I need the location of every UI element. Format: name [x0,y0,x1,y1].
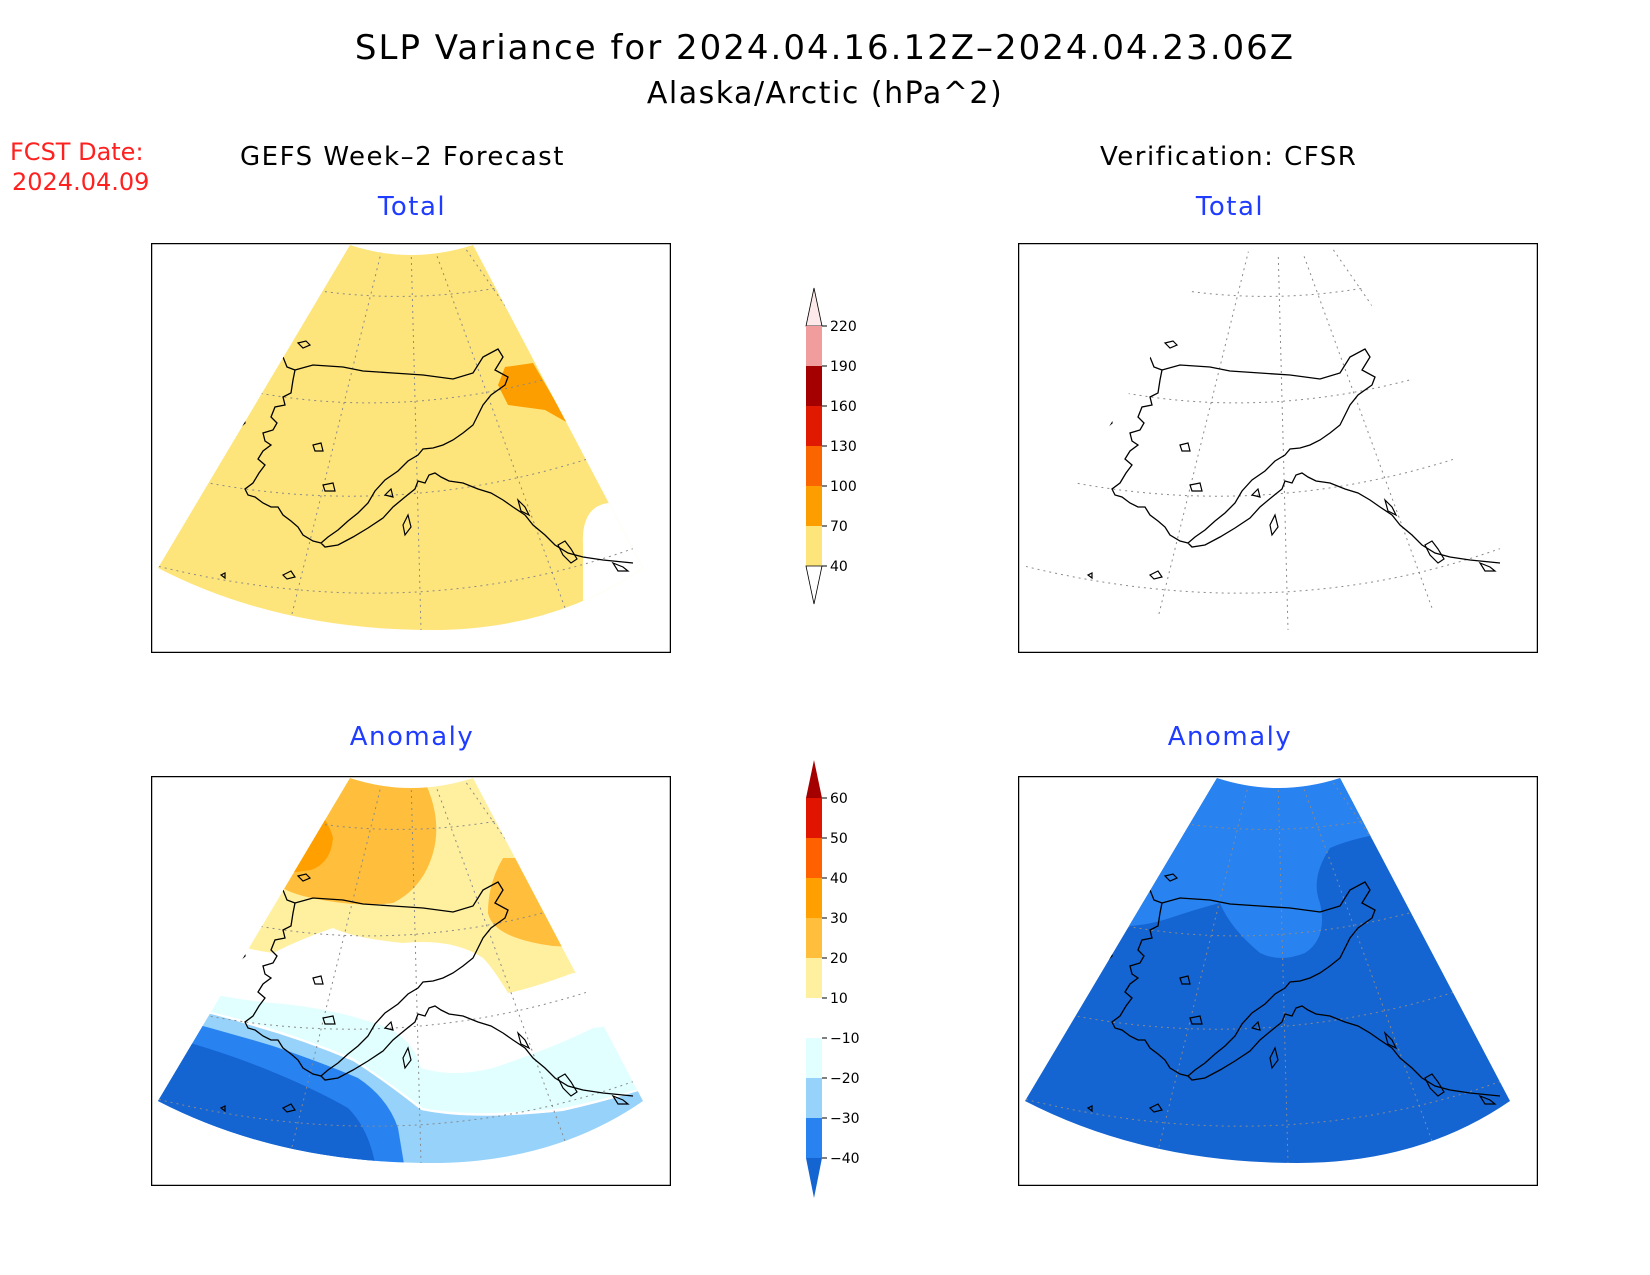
colorbar-segment [806,838,822,878]
colorbar-tick-label: −30 [830,1111,860,1127]
colorbar-tick-label: 60 [830,791,848,807]
colorbar-segment [806,798,822,838]
anomaly-colorbar: −40 −30 −20 −10 10 20 30 40 50 60 [806,760,860,1198]
colorbar-segment [806,486,822,526]
verification-column-title: Verification: CFSR [1100,142,1358,172]
neg-10 [158,978,643,1113]
colorbar-under-triangle [805,565,823,605]
colorbar-segment [806,366,822,406]
verification-total-map [1018,243,1538,653]
colorbar-segment [806,446,822,486]
colorbar-tick-label: −20 [830,1071,860,1087]
colorbar-segment [806,1118,822,1158]
colorbar-segment [806,1038,822,1078]
forecast-anomaly-title: Anomaly [349,722,475,752]
colorbar-over-triangle [806,760,822,798]
colorbar-tick-label: 220 [830,319,857,335]
colorbar-segment [806,958,822,998]
colorbar-tick-label: 20 [830,951,848,967]
colorbar-tick-label: 160 [830,399,857,415]
hotspot-region [498,363,568,423]
colorbar-tick-label: −10 [830,1031,860,1047]
colorbar-tick-label: 190 [830,359,857,375]
forecast-date-label: FCST Date: [10,138,144,166]
colorbar-tick-label: 50 [830,831,848,847]
colorbar-under-triangle [806,1158,822,1198]
verification-anomaly-title: Anomaly [1167,722,1293,752]
colorbar-tick-label: 30 [830,911,848,927]
verification-total-title: Total [1195,192,1265,222]
colorbar-segment [806,406,822,446]
colorbar-over-triangle [805,287,823,327]
verification-anomaly-map [1018,776,1538,1186]
colorbar-tick-label: 130 [830,439,857,455]
colorbar-segment [806,918,822,958]
colorbar-segment [806,878,822,918]
forecast-anomaly-map [151,776,671,1186]
chart-title: SLP Variance for 2024.04.16.12Z–2024.04.… [354,28,1296,68]
total-colorbar: 40 70 100 130 160 190 220 [805,287,857,605]
colorbar-segment [806,526,822,566]
colorbar-segment [806,326,822,366]
forecast-total-title: Total [377,192,447,222]
colorbar-tick-label: 100 [830,479,857,495]
colorbar-tick-label: 10 [830,991,848,1007]
colorbar-segment [806,998,822,1038]
forecast-column-title: GEFS Week–2 Forecast [240,142,565,172]
forecast-total-map [151,243,671,653]
chart-subtitle: Alaska/Arctic (hPa^2) [646,76,1004,111]
colorbar-tick-label: 40 [830,559,848,575]
colorbar-segment [806,1078,822,1118]
colorbar-tick-label: 40 [830,871,848,887]
colorbar-tick-label: 70 [830,519,848,535]
colorbar-tick-label: −40 [830,1151,860,1167]
forecast-date-value: 2024.04.09 [12,168,150,196]
